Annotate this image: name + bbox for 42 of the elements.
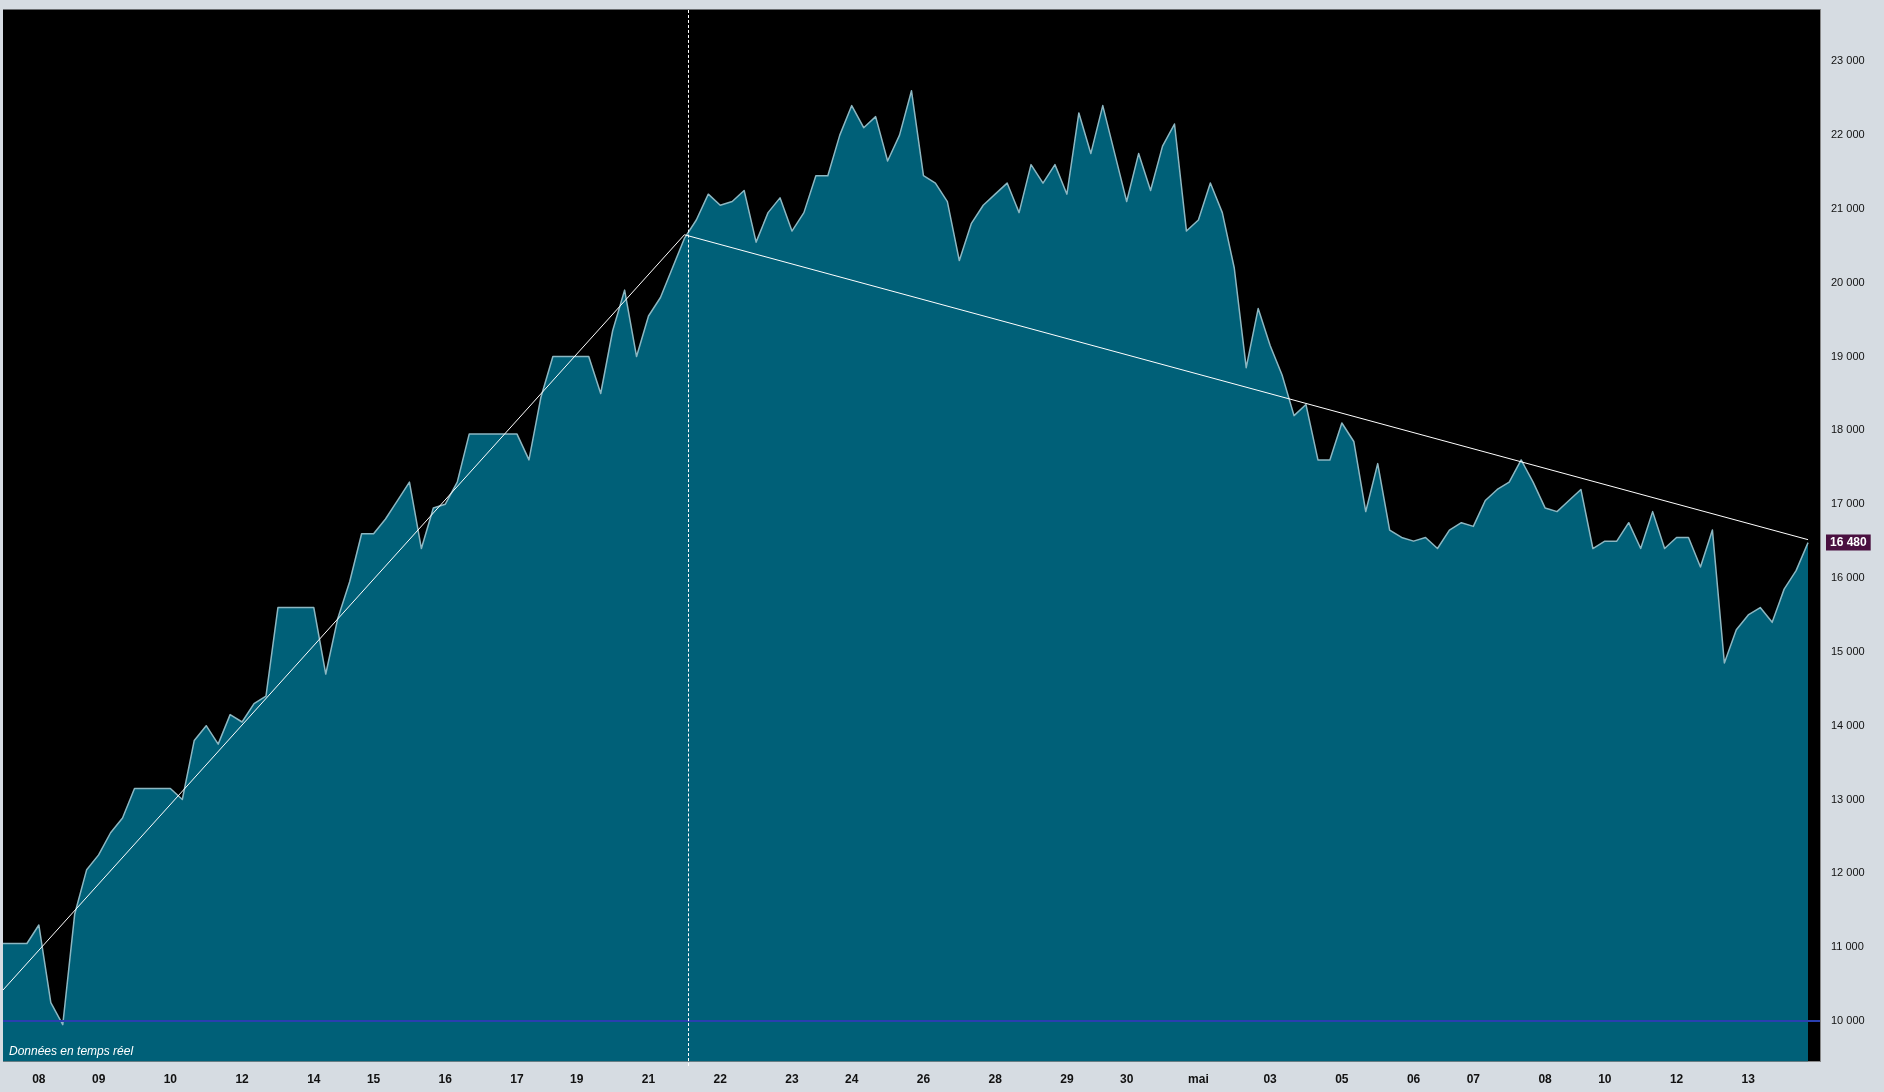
y-tick-label: 17 000 (1831, 497, 1865, 510)
x-tick-label: 06 (1406, 1072, 1421, 1087)
y-tick-label: 19 000 (1831, 349, 1865, 362)
x-tick-label: 24 (845, 1072, 859, 1087)
y-tick-label: 16 000 (1831, 571, 1865, 584)
x-tick-label: 10 (163, 1072, 178, 1087)
x-tick-label: 16 (438, 1072, 453, 1087)
x-tick-label: 12 (235, 1072, 250, 1087)
y-tick-label: 20 000 (1831, 275, 1865, 288)
annotation: Données en temps réel (9, 1043, 134, 1058)
x-tick-label: 21 (641, 1072, 656, 1087)
x-tick-label: 14 (307, 1072, 321, 1087)
y-tick-label: 18 000 (1831, 423, 1865, 436)
x-tick-label: 19 (570, 1072, 584, 1087)
x-tick-label: 22 (713, 1072, 728, 1087)
x-tick-label: 28 (988, 1072, 1003, 1087)
text: 16 480 (1830, 534, 1868, 549)
x-tick-label: 29 (1060, 1072, 1074, 1087)
x-tick-label: 17 (510, 1072, 525, 1087)
x-tick-label: 23 (785, 1072, 799, 1087)
y-tick-label: 14 000 (1831, 718, 1865, 731)
x-tick-label: 12 (1669, 1072, 1684, 1087)
y-tick-label: 21 000 (1831, 201, 1865, 214)
x-tick-label: 03 (1263, 1072, 1278, 1087)
x-tick-label: 15 (366, 1072, 381, 1087)
x-tick-label: 30 (1119, 1072, 1134, 1087)
y-tick-label: 10 000 (1831, 1014, 1865, 1027)
y-tick-label: 11 000 (1831, 940, 1864, 953)
x-tick-label: 08 (32, 1072, 46, 1087)
x-tick-label: 10 (1598, 1072, 1612, 1087)
x-tick-label: mai (1188, 1072, 1209, 1087)
x-tick-label: 05 (1335, 1072, 1349, 1087)
x-tick-label: 08 (1538, 1072, 1553, 1087)
x-tick-label: 09 (91, 1072, 106, 1087)
y-tick-label: 12 000 (1831, 866, 1865, 879)
x-tick-label: 07 (1466, 1072, 1481, 1087)
y-tick-label: 15 000 (1831, 644, 1865, 657)
x-tick-label: 13 (1741, 1072, 1756, 1087)
y-tick-label: 13 000 (1831, 792, 1865, 805)
x-tick-label: 26 (916, 1072, 931, 1087)
y-tick-label: 22 000 (1831, 128, 1865, 141)
y-tick-label: 23 000 (1831, 54, 1865, 67)
